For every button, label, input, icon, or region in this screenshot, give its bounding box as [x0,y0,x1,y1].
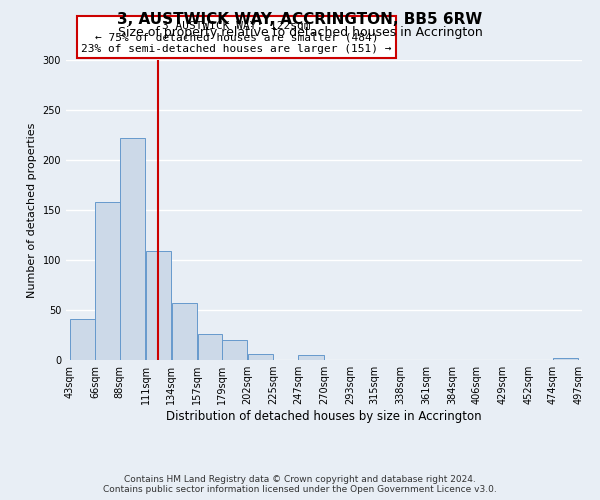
Text: 3 AUSTWICK WAY: 122sqm
← 75% of detached houses are smaller (484)
23% of semi-de: 3 AUSTWICK WAY: 122sqm ← 75% of detached… [81,21,392,54]
Bar [222,340,247,360]
Bar [553,358,578,360]
Text: 3, AUSTWICK WAY, ACCRINGTON, BB5 6RW: 3, AUSTWICK WAY, ACCRINGTON, BB5 6RW [118,12,482,28]
Text: Size of property relative to detached houses in Accrington: Size of property relative to detached ho… [118,26,482,39]
Bar [95,202,119,360]
Bar [197,334,221,360]
X-axis label: Distribution of detached houses by size in Accrington: Distribution of detached houses by size … [166,410,482,423]
Bar [120,138,145,360]
Bar [146,251,171,360]
Bar [70,319,95,360]
Text: Contains HM Land Registry data © Crown copyright and database right 2024.
Contai: Contains HM Land Registry data © Crown c… [103,474,497,494]
Bar [248,354,273,360]
Y-axis label: Number of detached properties: Number of detached properties [27,122,37,298]
Bar [298,355,324,360]
Bar [172,303,197,360]
